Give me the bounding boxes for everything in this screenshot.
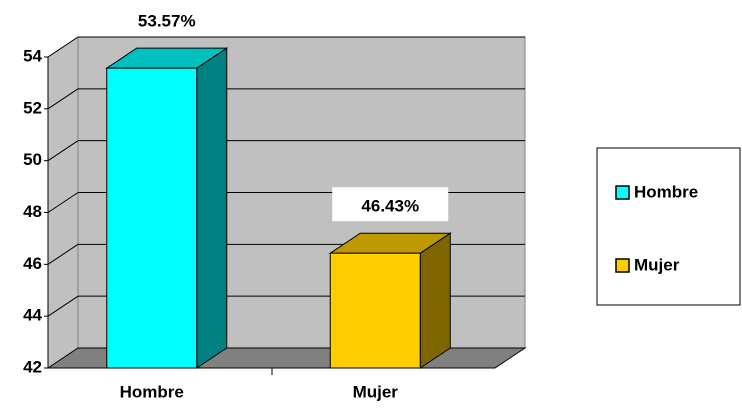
grid-line (47, 140, 79, 162)
legend-swatch (615, 258, 630, 273)
grid-line (47, 192, 79, 213)
legend (596, 147, 741, 306)
bar (329, 252, 421, 369)
x-tick-label: Mujer (353, 382, 399, 401)
bar (106, 67, 198, 369)
grid-line (47, 88, 79, 110)
grid-line (47, 36, 79, 58)
y-tick-label: 44 (23, 306, 42, 325)
data-label: 53.57% (138, 12, 196, 31)
bar-side (419, 232, 451, 369)
y-tick-label: 54 (23, 46, 42, 65)
y-tick-label: 42 (23, 357, 42, 376)
data-label-bg (108, 2, 225, 37)
grid-line (47, 243, 79, 265)
bar-side (196, 47, 228, 369)
legend-label: Hombre (634, 182, 698, 201)
x-tick-label: Hombre (120, 382, 184, 401)
legend-label: Mujer (634, 255, 680, 274)
y-tick-label: 52 (23, 98, 42, 117)
data-label-bg (332, 187, 449, 222)
y-tick-label: 48 (23, 202, 42, 221)
legend-swatch (615, 185, 630, 200)
data-label: 46.43% (361, 197, 419, 216)
grid-line (47, 295, 79, 317)
y-tick-label: 46 (23, 254, 42, 273)
y-tick-label: 50 (23, 150, 42, 169)
